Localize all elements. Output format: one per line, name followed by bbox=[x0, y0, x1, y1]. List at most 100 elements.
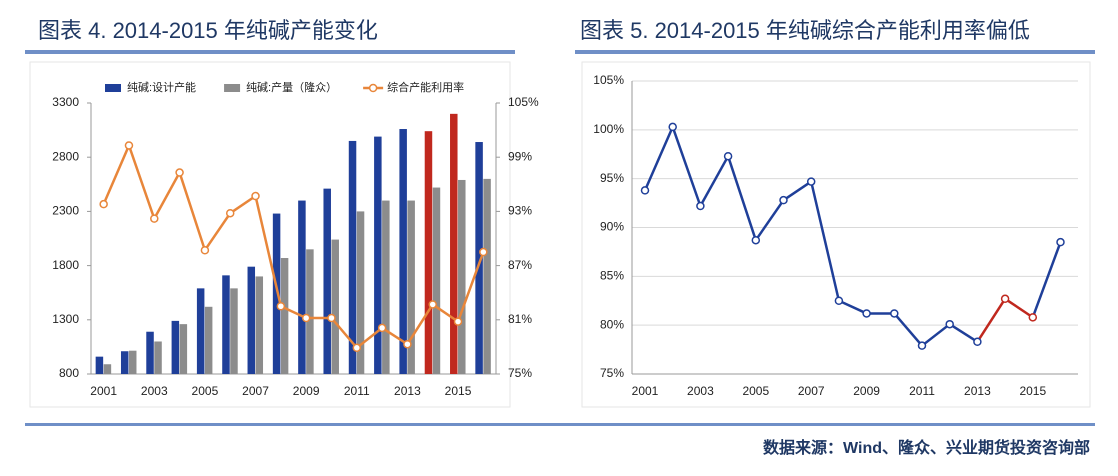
y-tick-label: 1800 bbox=[52, 258, 79, 272]
x-tick-label: 2013 bbox=[964, 384, 991, 398]
y2-tick-label: 87% bbox=[508, 258, 532, 272]
bar bbox=[154, 341, 162, 374]
legend-label: 综合产能利用率 bbox=[387, 80, 464, 94]
line-segment bbox=[838, 299, 868, 315]
bar bbox=[128, 350, 137, 374]
rate-marker bbox=[200, 245, 210, 255]
x-tick-label: 2009 bbox=[853, 384, 880, 398]
x-tick-label: 2007 bbox=[798, 384, 825, 398]
line-marker bbox=[1000, 294, 1010, 304]
line-segment bbox=[671, 126, 702, 207]
line-segment bbox=[893, 312, 923, 347]
rate-marker bbox=[327, 313, 336, 323]
line-marker bbox=[945, 319, 954, 329]
rate-marker bbox=[251, 191, 260, 201]
bar bbox=[103, 364, 112, 374]
bar bbox=[424, 131, 433, 374]
line-segment bbox=[699, 155, 730, 207]
line-marker bbox=[890, 309, 899, 318]
line-marker bbox=[1056, 237, 1065, 247]
bar bbox=[146, 331, 154, 374]
x-tick-label: 2001 bbox=[632, 384, 659, 398]
x-tick-label: 2001 bbox=[90, 384, 117, 398]
legend-swatch bbox=[224, 84, 241, 92]
line-marker bbox=[917, 341, 927, 350]
chart-title: 图表 5. 2014-2015 年纯碱综合产能利用率偏低 bbox=[580, 18, 1030, 43]
bar bbox=[475, 142, 483, 374]
line-segment bbox=[1004, 297, 1034, 319]
x-tick-label: 2011 bbox=[344, 384, 370, 398]
panel-frame bbox=[29, 61, 511, 408]
line-segment bbox=[1031, 241, 1062, 318]
y2-tick-label: 93% bbox=[508, 204, 532, 218]
bar bbox=[196, 288, 205, 374]
line-segment bbox=[809, 181, 841, 302]
y2-tick-label: 99% bbox=[508, 149, 532, 163]
legend-swatch bbox=[368, 83, 378, 93]
rate-marker bbox=[403, 339, 412, 349]
rate-line bbox=[102, 142, 485, 350]
bar bbox=[298, 200, 306, 374]
bar bbox=[382, 200, 390, 374]
x-tick-label: 2007 bbox=[242, 384, 269, 398]
bar bbox=[230, 288, 238, 374]
y-tick-label: 105% bbox=[593, 73, 624, 87]
bar bbox=[95, 356, 104, 374]
rate-marker bbox=[225, 208, 235, 218]
x-tick-label: 2015 bbox=[1019, 384, 1046, 398]
y-tick-label: 80% bbox=[600, 317, 624, 331]
bar bbox=[280, 258, 289, 374]
bar bbox=[171, 320, 180, 374]
bar bbox=[450, 113, 458, 374]
x-tick-label: 2005 bbox=[742, 384, 769, 398]
rate-marker bbox=[99, 199, 108, 209]
legend-label: 纯碱:产量（隆众） bbox=[246, 80, 337, 94]
rate-marker bbox=[301, 313, 311, 323]
rate-marker bbox=[150, 214, 159, 223]
line-marker bbox=[751, 235, 761, 245]
bar bbox=[255, 276, 264, 374]
x-tick-label: 2003 bbox=[687, 384, 714, 398]
y-tick-label: 2800 bbox=[52, 149, 79, 163]
line-marker bbox=[1028, 313, 1038, 322]
bar bbox=[179, 324, 188, 374]
legend-swatch bbox=[105, 84, 121, 92]
bar bbox=[407, 200, 415, 374]
chart-title: 图表 4. 2014-2015 年纯碱产能变化 bbox=[38, 18, 378, 43]
y-tick-label: 800 bbox=[59, 366, 79, 380]
title-rule bbox=[575, 50, 1095, 54]
y2-tick-label: 75% bbox=[508, 366, 532, 380]
line-segment bbox=[949, 323, 979, 343]
x-tick-label: 2009 bbox=[293, 384, 320, 398]
y-tick-label: 95% bbox=[600, 171, 624, 185]
bar bbox=[432, 187, 441, 374]
source: 数据来源：Wind、隆众、兴业期货投资咨询部 bbox=[763, 438, 1090, 457]
footer-rule bbox=[25, 423, 1095, 426]
line-segment bbox=[643, 126, 674, 191]
bar bbox=[331, 239, 339, 374]
x-tick-label: 2011 bbox=[909, 384, 935, 398]
bar bbox=[356, 211, 365, 374]
bar bbox=[247, 266, 256, 374]
panel-frame bbox=[581, 61, 1091, 408]
x-tick-label: 2013 bbox=[394, 384, 421, 398]
x-tick-label: 2015 bbox=[445, 384, 472, 398]
rate-marker bbox=[124, 141, 134, 150]
rate-marker bbox=[352, 343, 362, 353]
line-marker bbox=[834, 296, 844, 305]
rate-marker bbox=[479, 247, 488, 257]
y-tick-label: 3300 bbox=[52, 95, 79, 109]
line-segment bbox=[726, 155, 757, 241]
y-tick-label: 2300 bbox=[52, 204, 79, 218]
x-tick-label: 2005 bbox=[192, 384, 219, 398]
line-segment bbox=[754, 199, 785, 241]
line-segment bbox=[976, 298, 1007, 343]
bar bbox=[483, 178, 491, 374]
rate-marker bbox=[377, 323, 387, 333]
y-tick-label: 85% bbox=[600, 269, 624, 283]
bar bbox=[323, 188, 331, 374]
line-marker bbox=[640, 186, 650, 195]
line-segment bbox=[921, 323, 951, 347]
bar bbox=[374, 136, 382, 374]
